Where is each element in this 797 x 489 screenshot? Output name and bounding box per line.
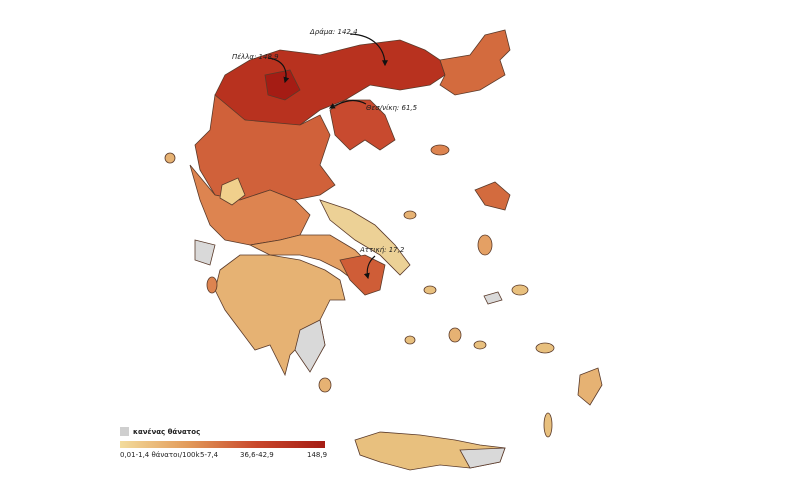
legend-label: 5-7,4: [200, 451, 219, 459]
legend-label: 148,9: [307, 451, 327, 459]
island: [511, 284, 529, 296]
legend-gradient: [120, 441, 325, 448]
annotation: Πέλλα: 148,9: [232, 53, 279, 61]
regions: [164, 29, 603, 471]
annotation: Δράμα: 142,4: [309, 28, 358, 36]
legend-swatch: [120, 427, 129, 436]
region-thrace: [439, 29, 511, 96]
island: [404, 335, 416, 345]
arrow: [267, 57, 290, 84]
arrow: [363, 255, 376, 280]
island: [318, 377, 332, 393]
island: [206, 276, 218, 294]
island: [543, 412, 553, 438]
legend-label: 0,01-1,4 θάνατοι/100k: [120, 451, 200, 459]
region-peloponnese: [214, 254, 346, 377]
legend-label: κανένας θάνατος: [133, 428, 200, 436]
legend-label: 36,6-42,9: [240, 451, 274, 459]
region-no-death: [459, 447, 506, 469]
region-no-death: [194, 239, 216, 266]
region-attica: [339, 254, 386, 296]
island: [473, 340, 487, 350]
region-chalkidiki: [329, 99, 396, 151]
island-rhodes: [577, 367, 603, 406]
island: [448, 327, 462, 343]
annotations: Δράμα: 142,4 Πέλλα: 148,9 Θεσ/νίκη: 61,5…: [232, 28, 418, 280]
arrow: [328, 99, 367, 109]
arrow: [349, 33, 388, 67]
island: [477, 234, 493, 256]
annotation: Αττική: 17,2: [359, 246, 405, 254]
region-evia: [319, 199, 411, 276]
region-no-death: [294, 319, 326, 373]
island: [164, 152, 176, 164]
island: [535, 342, 555, 354]
annotation: Θεσ/νίκη: 61,5: [366, 104, 418, 112]
region-pale: [219, 177, 246, 206]
island-lesvos: [474, 181, 511, 211]
island: [423, 285, 437, 295]
legend: κανένας θάνατος 0,01-1,4 θάνατοι/100k 5-…: [120, 427, 327, 459]
region-macedonia-west: [194, 94, 336, 201]
island: [483, 291, 503, 305]
island: [430, 144, 450, 156]
island: [403, 210, 417, 220]
